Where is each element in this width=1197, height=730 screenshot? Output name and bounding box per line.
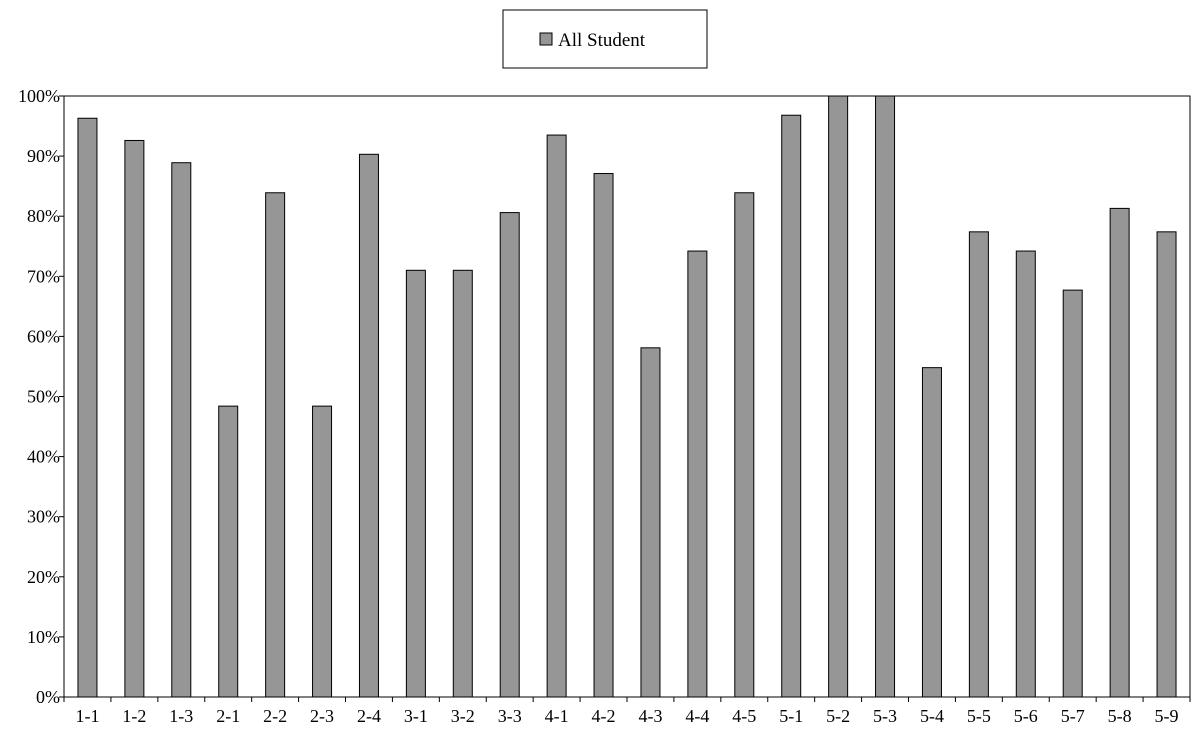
legend-box xyxy=(502,9,708,69)
bar-5-5 xyxy=(968,231,989,698)
x-tick-label: 5-1 xyxy=(779,706,803,726)
y-tick-label: 70% xyxy=(27,266,60,286)
bar-2-4 xyxy=(358,153,379,698)
x-tick-label: 5-4 xyxy=(920,706,944,726)
y-axis-tick-labels: 0% 10% 20% 30% 40% 50% 60% 70% 80% 90% 100% xyxy=(18,86,60,707)
x-tick-label: 1-3 xyxy=(169,706,193,726)
bar-3-2 xyxy=(452,269,473,698)
bar-5-2 xyxy=(828,95,849,698)
bar-4-5 xyxy=(734,192,755,698)
y-tick-label: 80% xyxy=(27,206,60,226)
bar-1-1 xyxy=(77,117,98,698)
y-tick-label: 30% xyxy=(27,507,60,527)
x-tick-label: 5-5 xyxy=(967,706,991,726)
bar-3-3 xyxy=(499,212,520,698)
x-tick-label: 5-3 xyxy=(873,706,897,726)
bar-4-3 xyxy=(640,347,661,698)
legend-label: All Student xyxy=(558,30,646,51)
bar-5-3 xyxy=(875,95,896,698)
bar-2-3 xyxy=(312,405,333,698)
x-tick-label: 2-1 xyxy=(216,706,240,726)
x-tick-label: 3-2 xyxy=(451,706,475,726)
x-tick-label: 5-2 xyxy=(826,706,850,726)
y-tick-label: 90% xyxy=(27,146,60,166)
x-tick-label: 4-2 xyxy=(592,706,616,726)
bar-5-9 xyxy=(1156,231,1177,698)
y-tick-label: 20% xyxy=(27,567,60,587)
bar-2-2 xyxy=(265,192,286,698)
bar-3-1 xyxy=(405,269,426,698)
legend-swatch xyxy=(539,32,553,46)
x-tick-label: 3-1 xyxy=(404,706,428,726)
x-tick-label: 2-4 xyxy=(357,706,381,726)
axes xyxy=(59,95,1191,702)
bar-5-1 xyxy=(781,114,802,698)
bar-2-1 xyxy=(218,405,239,698)
bar-4-2 xyxy=(593,173,614,698)
x-tick-label: 2-3 xyxy=(310,706,334,726)
x-tick-label: 5-8 xyxy=(1108,706,1132,726)
y-tick-label: 40% xyxy=(27,447,60,467)
x-tick-label: 4-3 xyxy=(638,706,662,726)
x-tick-label: 4-5 xyxy=(732,706,756,726)
bar-4-4 xyxy=(687,250,708,698)
y-tick-label: 60% xyxy=(27,326,60,346)
x-tick-label: 4-1 xyxy=(545,706,569,726)
x-tick-label: 1-2 xyxy=(122,706,146,726)
x-tick-label: 5-7 xyxy=(1061,706,1085,726)
x-tick-label: 5-6 xyxy=(1014,706,1038,726)
x-tick-label: 1-1 xyxy=(75,706,99,726)
legend: All Student xyxy=(502,9,708,69)
x-tick-label: 3-3 xyxy=(498,706,522,726)
bar-5-8 xyxy=(1109,207,1130,698)
y-tick-label: 10% xyxy=(27,627,60,647)
bar-5-6 xyxy=(1015,250,1036,698)
bar-1-3 xyxy=(171,162,192,698)
bar-1-2 xyxy=(124,139,145,698)
x-tick-label: 2-2 xyxy=(263,706,287,726)
y-tick-label: 0% xyxy=(36,687,60,707)
x-tick-label: 4-4 xyxy=(685,706,709,726)
x-tick-label: 5-9 xyxy=(1155,706,1179,726)
y-tick-label: 100% xyxy=(18,86,60,106)
bar-5-4 xyxy=(921,367,942,698)
bar-4-1 xyxy=(546,134,567,698)
y-tick-label: 50% xyxy=(27,387,60,407)
x-axis-tick-labels: 1-1 1-2 1-3 2-1 2-2 2-3 2-4 3-1 3-2 3-3 4-1 4-2 4-3 4… xyxy=(75,706,1178,726)
bars xyxy=(77,95,1177,698)
bar-5-7 xyxy=(1062,289,1083,698)
